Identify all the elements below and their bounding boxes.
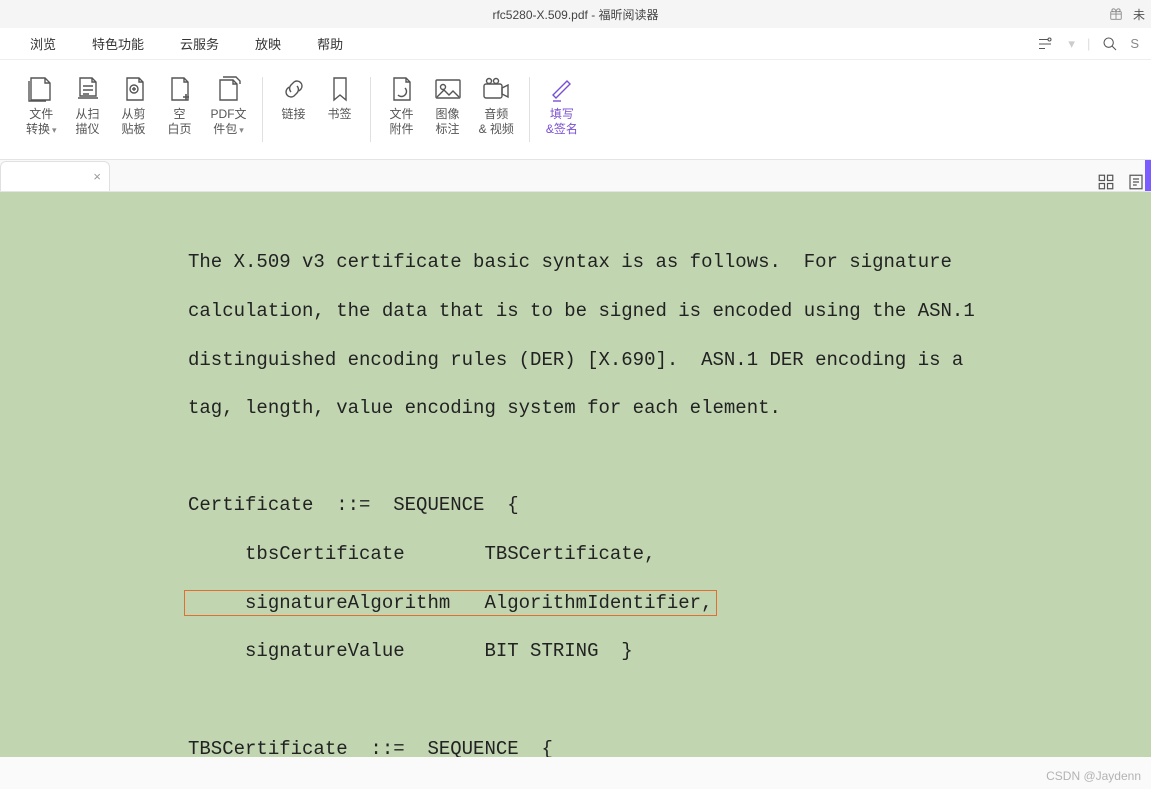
link-button[interactable]: 链接 [271,67,317,157]
search-hint: S [1130,36,1139,51]
pdf-package-button[interactable]: PDF文 件包▾ [203,67,255,157]
file-convert-button[interactable]: 文件 转换▾ [18,67,65,157]
toolbar-group-create: 文件 转换▾ 从扫 描仪 从剪 贴板 空 白页 PDF文 件包▾ [10,67,263,157]
toolbar-group-media: 文件 附件 图像 标注 音频 & 视频 [371,67,530,157]
bookmark-button[interactable]: 书签 [317,67,363,157]
window-title: rfc5280-X.509.pdf - 福昕阅读器 [492,6,658,23]
menu-help[interactable]: 帮助 [299,34,361,53]
audio-video-button[interactable]: 音频 & 视频 [471,67,522,157]
menu-browse[interactable]: 浏览 [12,34,74,53]
file-attach-button[interactable]: 文件 附件 [379,67,425,157]
doc-multi-icon [215,74,243,104]
close-icon[interactable]: × [93,169,101,184]
titlebar-right: 未 [1109,6,1145,23]
from-clipboard-button[interactable]: 从剪 贴板 [111,67,157,157]
image-icon [433,76,463,102]
toolbar-group-sign: 填写 &签名 [530,67,594,157]
image-annot-button[interactable]: 图像 标注 [425,67,471,157]
doc-stack-icon [27,74,55,104]
menu-slideshow[interactable]: 放映 [237,34,299,53]
menu-features[interactable]: 特色功能 [74,34,162,53]
search-icon[interactable] [1102,36,1118,52]
from-scanner-button[interactable]: 从扫 描仪 [65,67,111,157]
scanner-icon [74,74,102,104]
page-view-icon[interactable] [1127,173,1145,191]
document-viewer[interactable]: The X.509 v3 certificate basic syntax is… [0,192,1151,757]
clipboard-doc-icon [120,74,148,104]
document-tab[interactable]: × [0,161,110,191]
document-tabstrip: × [0,160,1151,192]
menu-bar: 浏览 特色功能 云服务 放映 帮助 ▾ | S [0,28,1151,60]
titlebar-status: 未 [1133,6,1145,23]
watermark: CSDN @Jaydenn [1046,769,1141,783]
grid-view-icon[interactable] [1097,173,1115,191]
toolbar-group-links: 链接 书签 [263,67,371,157]
ribbon-toolbar: 文件 转换▾ 从扫 描仪 从剪 贴板 空 白页 PDF文 件包▾ 链接 书签 [0,60,1151,160]
title-bar: rfc5280-X.509.pdf - 福昕阅读器 未 [0,0,1151,28]
camera-icon [481,76,511,102]
bookmark-icon [328,74,352,104]
side-accent [1145,160,1151,191]
highlight-box-1: signatureAlgorithm AlgorithmIdentifier, [184,590,717,616]
menu-cloud[interactable]: 云服务 [162,34,237,53]
gift-icon[interactable] [1109,7,1123,21]
fill-sign-button[interactable]: 填写 &签名 [538,67,586,157]
doc-plus-icon [166,74,194,104]
filter-icon[interactable] [1034,35,1056,53]
page-content: The X.509 v3 certificate basic syntax is… [0,192,1151,757]
pen-icon [548,75,576,103]
link-icon [280,75,308,103]
blank-page-button[interactable]: 空 白页 [157,67,203,157]
doc-clip-icon [388,74,416,104]
